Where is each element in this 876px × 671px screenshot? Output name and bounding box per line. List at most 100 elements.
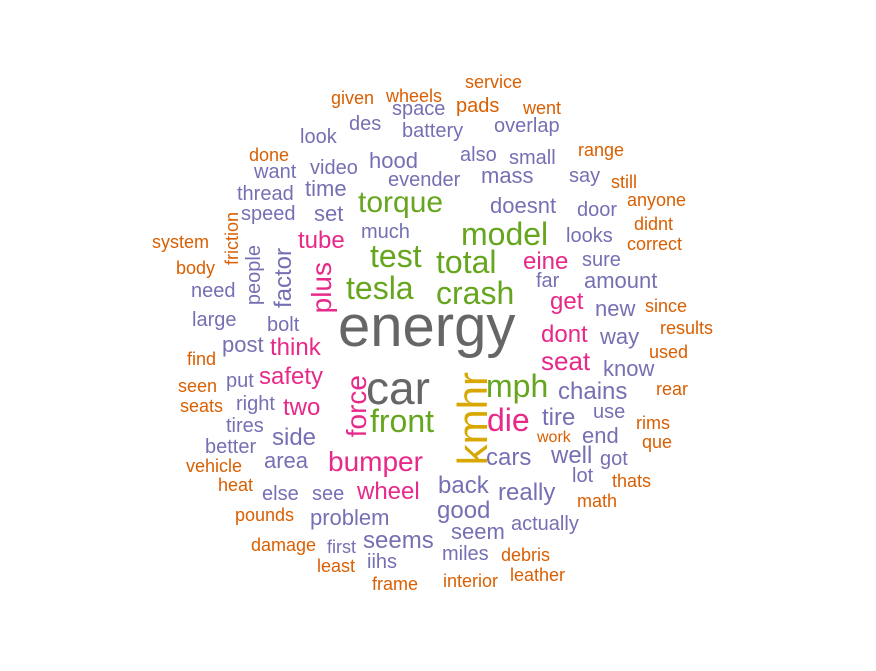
word-video: video xyxy=(310,157,358,179)
word-work: work xyxy=(537,429,571,446)
word-wheels: wheels xyxy=(386,86,443,106)
word-que: que xyxy=(642,432,673,452)
word-area: area xyxy=(264,448,309,473)
word-find: find xyxy=(187,349,217,369)
word-leather: leather xyxy=(510,565,566,585)
word-look: look xyxy=(300,126,337,148)
word-front: front xyxy=(370,403,435,439)
word-mph: mph xyxy=(486,368,549,404)
word-rims: rims xyxy=(636,413,670,433)
word-service: service xyxy=(465,72,523,92)
word-sure: sure xyxy=(582,249,621,271)
word-back: back xyxy=(438,472,489,499)
word-correct: correct xyxy=(627,234,683,254)
word-torque: torque xyxy=(358,186,444,219)
word-set: set xyxy=(314,201,344,226)
word-side: side xyxy=(272,424,317,451)
word-wheel: wheel xyxy=(357,478,420,505)
word-got: got xyxy=(600,448,628,470)
word-seats: seats xyxy=(180,396,224,416)
word-force: force xyxy=(341,375,372,438)
word-system: system xyxy=(152,232,210,252)
word-evender: evender xyxy=(388,169,461,191)
word-des: des xyxy=(349,113,382,135)
word-damage: damage xyxy=(251,535,317,555)
word-pounds: pounds xyxy=(235,505,295,525)
word-given: given xyxy=(331,88,375,108)
word-pads: pads xyxy=(456,95,500,117)
word-energy: energy xyxy=(338,294,516,359)
word-dont: dont xyxy=(541,321,588,348)
word-iihs: iihs xyxy=(367,551,398,573)
word-range: range xyxy=(578,140,625,160)
word-problem: problem xyxy=(310,505,390,530)
word-door: door xyxy=(577,199,618,221)
word-post: post xyxy=(222,332,264,357)
word-want: want xyxy=(254,161,297,183)
word-far: far xyxy=(536,270,560,292)
word-math: math xyxy=(577,491,618,511)
word-think: think xyxy=(270,334,321,361)
word-plus: plus xyxy=(306,262,337,314)
word-body: body xyxy=(176,258,216,278)
word-better: better xyxy=(205,436,257,458)
word-first: first xyxy=(327,537,356,557)
word-since: since xyxy=(645,296,688,316)
word-way: way xyxy=(600,324,640,349)
word-total: total xyxy=(436,244,497,280)
word-really: really xyxy=(498,479,556,506)
word-also: also xyxy=(460,144,497,166)
word-end: end xyxy=(582,423,619,448)
word-see: see xyxy=(312,483,345,505)
word-safety: safety xyxy=(259,363,324,390)
word-cars: cars xyxy=(486,444,532,471)
word-say: say xyxy=(569,165,601,187)
word-mass: mass xyxy=(481,163,534,188)
word-chains: chains xyxy=(558,378,628,405)
word-friction: friction xyxy=(222,212,242,266)
word-bumper: bumper xyxy=(328,446,423,477)
word-vehicle: vehicle xyxy=(186,456,243,476)
word-looks: looks xyxy=(566,225,613,247)
word-need: need xyxy=(191,280,236,302)
word-much: much xyxy=(361,221,410,243)
word-two: two xyxy=(283,394,321,421)
word-factor: factor xyxy=(270,248,297,309)
word-tire: tire xyxy=(542,404,576,431)
word-bolt: bolt xyxy=(267,314,300,336)
word-use: use xyxy=(593,401,626,423)
word-doesnt: doesnt xyxy=(490,193,557,218)
word-overlap: overlap xyxy=(494,115,560,137)
word-seat: seat xyxy=(541,346,591,376)
word-seen: seen xyxy=(178,376,218,396)
word-get: get xyxy=(550,288,584,315)
word-results: results xyxy=(660,318,714,338)
word-battery: battery xyxy=(402,120,464,142)
word-time: time xyxy=(305,176,347,201)
word-heat: heat xyxy=(218,475,254,495)
word-right: right xyxy=(236,393,275,415)
word-well: well xyxy=(551,442,593,469)
word-large: large xyxy=(192,309,237,331)
word-speed: speed xyxy=(241,203,296,225)
word-know: know xyxy=(603,356,655,381)
word-good: good xyxy=(437,497,491,524)
word-actually: actually xyxy=(511,513,579,535)
word-amount: amount xyxy=(584,268,658,293)
word-debris: debris xyxy=(501,545,551,565)
word-thats: thats xyxy=(612,471,652,491)
word-small: small xyxy=(509,147,556,169)
word-people: people xyxy=(243,245,265,306)
word-interior: interior xyxy=(443,571,499,591)
word-eine: eine xyxy=(523,248,569,275)
word-space: space xyxy=(392,98,446,120)
word-used: used xyxy=(649,342,689,362)
word-frame: frame xyxy=(372,574,419,594)
word-tesla: tesla xyxy=(346,270,414,306)
word-tires: tires xyxy=(226,415,264,437)
word-else: else xyxy=(262,483,299,505)
word-hood: hood xyxy=(369,148,418,173)
word-test: test xyxy=(370,238,422,274)
word-lot: lot xyxy=(572,465,594,487)
